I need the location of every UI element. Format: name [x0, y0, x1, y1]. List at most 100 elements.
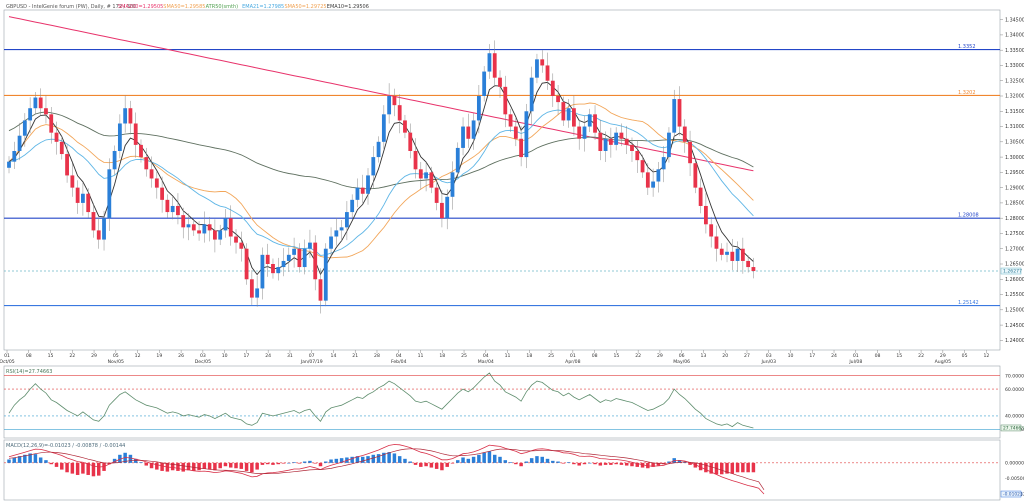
- macd-hist-109: [582, 462, 587, 465]
- macd-hist-20: [112, 458, 117, 463]
- candle-body-120: [640, 160, 645, 173]
- candle-body-96: [513, 126, 518, 139]
- candle-body-7: [44, 108, 48, 115]
- candle-body-71: [381, 114, 386, 142]
- indicator-label-4: SMA50=1.29725: [284, 4, 326, 10]
- macd-hist-135: [720, 462, 724, 475]
- time-tick-label-40: 08: [875, 353, 881, 359]
- candle-body-11: [65, 154, 69, 176]
- candle-body-79: [424, 172, 428, 179]
- macd-hist-71: [382, 452, 386, 463]
- time-tick-label-1: 08: [26, 353, 32, 359]
- macd-pane[interactable]: MACD(12,26,9)=-0.01023 / -0.00878 / -0.0…: [3, 439, 1024, 501]
- rsi-indicator: 70.0000060.0000040.0000030.0000027.74663: [4, 372, 1024, 433]
- price-tick-label-8: 1.30500: [1005, 140, 1024, 146]
- macd-hist-7: [44, 460, 48, 463]
- rsi-line: [8, 372, 754, 429]
- candle-body-35: [191, 224, 196, 231]
- candle-body-56: [302, 248, 307, 268]
- candle-body-137: [730, 251, 735, 261]
- candle-body-8: [49, 114, 54, 133]
- price-tick-label-3: 1.33000: [1005, 63, 1024, 69]
- macd-hist-103: [551, 460, 555, 463]
- candle-body-103: [550, 80, 555, 96]
- candle-body-27: [149, 169, 154, 179]
- candle-body-28: [154, 178, 159, 188]
- candle-body-64: [344, 212, 349, 228]
- candle-body-113: [603, 138, 608, 151]
- time-tick-label-9: 03: [200, 353, 206, 359]
- candle-body-53: [286, 254, 291, 261]
- macd-hist-31: [170, 462, 175, 471]
- candle-body-91: [487, 53, 492, 72]
- macd-hist-6: [38, 457, 43, 463]
- price-tick-label-15: 1.27000: [1005, 246, 1024, 252]
- candle-body-33: [181, 215, 186, 228]
- indicator-legend: SMA200=1.29505 SMA50=1.29585 ATR50(smth) EM…: [118, 4, 369, 10]
- macd-hist-110: [588, 462, 592, 464]
- candle-body-46: [249, 279, 254, 298]
- macd-hist-122: [651, 462, 655, 467]
- candle-body-18: [102, 218, 106, 240]
- candle-body-140: [746, 260, 751, 268]
- candle-body-41: [223, 218, 228, 231]
- macd-pane-frame: [3, 439, 1001, 501]
- candle-body-50: [271, 264, 275, 274]
- candle-body-48: [260, 254, 265, 289]
- month-label-5: Mar/04: [478, 359, 494, 365]
- price-tick-label-19: 1.25000: [1005, 308, 1024, 314]
- candle-body-89: [476, 96, 481, 121]
- level-label-0: 1.3352: [958, 44, 976, 50]
- macd-hist-83: [445, 462, 449, 467]
- candle-body-117: [624, 138, 629, 145]
- candle-body-69: [371, 157, 376, 176]
- rsi-pane[interactable]: RSI(14)=27.74663 70.00000 60.00000 40.0000…: [3, 365, 1024, 439]
- price-pane[interactable]: 1.3352 1.3202 1.28008 1.25142 1.26277 1.3450…: [0, 9, 1024, 365]
- time-tick-label-29: 22: [635, 353, 641, 359]
- macd-hist-116: [619, 462, 624, 465]
- macd-tick-0: 0.00000: [1005, 461, 1024, 467]
- horizontal-levels[interactable]: 1.3352 1.3202 1.28008 1.25142 1.26277: [4, 44, 1022, 307]
- candle-body-59: [318, 279, 323, 301]
- macd-hist-35: [192, 462, 196, 471]
- macd-hist-54: [292, 462, 296, 463]
- macd-hist-81: [434, 462, 439, 469]
- macd-hist-60: [324, 461, 328, 463]
- candle-body-26: [144, 157, 149, 170]
- candle-body-52: [281, 260, 286, 268]
- candle-body-57: [308, 242, 312, 249]
- time-tick-label-36: 10: [788, 353, 794, 359]
- time-tick-label-17: 28: [374, 353, 380, 359]
- candle-body-37: [202, 224, 207, 234]
- macd-hist-69: [371, 454, 376, 463]
- candle-body-17: [96, 230, 101, 240]
- macd-hist-17: [97, 462, 101, 476]
- price-tick-label-1: 1.34000: [1005, 33, 1024, 39]
- macd-hist-75: [403, 458, 407, 463]
- price-tick-label-9: 1.30000: [1005, 155, 1024, 161]
- macd-hist-133: [709, 462, 713, 474]
- macd-hist-0: [7, 459, 11, 463]
- candle-body-2: [17, 135, 22, 151]
- macd-hist-92: [492, 454, 497, 463]
- macd-hist-77: [413, 462, 418, 465]
- candle-body-100: [535, 59, 539, 78]
- macd-hist-2: [17, 456, 22, 463]
- candle-body-40: [218, 230, 223, 240]
- macd-hist-73: [392, 453, 397, 463]
- macd-hist-137: [730, 462, 735, 474]
- time-tick-label-20: 18: [439, 353, 445, 359]
- macd-hist-117: [624, 462, 629, 466]
- candle-body-60: [323, 248, 328, 301]
- time-tick-label-30: 29: [657, 353, 663, 359]
- candle-body-32: [176, 205, 180, 216]
- month-label-9: Jul/08: [848, 359, 862, 365]
- macd-hist-26: [144, 462, 149, 466]
- price-tick-label-12: 1.28500: [1005, 201, 1024, 207]
- candle-body-121: [645, 172, 650, 188]
- rsi-last-box: [1000, 424, 1022, 432]
- candle-body-110: [587, 114, 592, 127]
- candle-body-123: [656, 169, 661, 182]
- macd-hist-50: [271, 462, 275, 465]
